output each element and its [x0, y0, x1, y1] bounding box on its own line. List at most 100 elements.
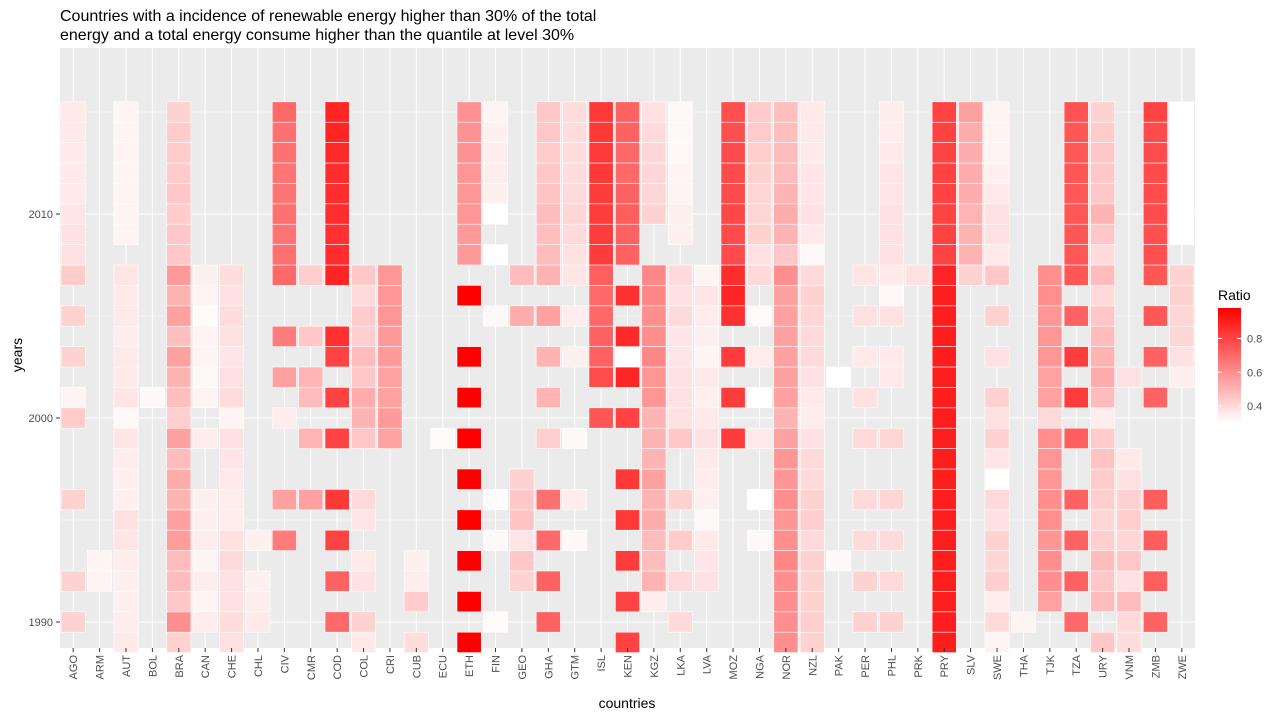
heat-tile — [931, 325, 957, 347]
heat-tile — [747, 183, 772, 205]
heat-tile — [588, 244, 614, 266]
heat-tile — [720, 121, 746, 143]
heat-tile — [667, 305, 693, 327]
heat-tile — [535, 101, 561, 123]
heat-tile — [1090, 101, 1116, 123]
heat-tile — [588, 407, 614, 429]
heat-tile — [931, 489, 957, 511]
heat-tile — [799, 264, 825, 286]
heat-tile — [747, 305, 772, 327]
heat-tile — [773, 223, 799, 245]
legend-tick-label: 0.8 — [1247, 333, 1262, 345]
heat-tile — [271, 142, 297, 164]
heat-tile — [641, 101, 667, 123]
heat-tile — [931, 162, 957, 184]
heat-tile — [667, 183, 693, 205]
heat-tile — [720, 142, 746, 164]
heat-tile — [615, 183, 640, 205]
heat-tile — [351, 346, 376, 368]
heat-tile — [219, 591, 245, 613]
heat-tile — [799, 570, 825, 592]
heat-tile — [799, 407, 825, 429]
heat-tile — [667, 142, 693, 164]
heat-tile — [799, 285, 825, 307]
heat-tile — [694, 346, 720, 368]
heat-tile — [324, 244, 350, 266]
heat-tile — [1063, 121, 1089, 143]
y-axis-title: years — [9, 338, 25, 372]
heat-tile — [694, 448, 720, 470]
heat-tile — [773, 387, 799, 409]
heat-tile — [324, 223, 350, 245]
x-tick-label: ARM — [95, 655, 107, 679]
heat-tile — [667, 387, 693, 409]
heat-tile — [879, 427, 904, 449]
heat-tile — [219, 448, 245, 470]
heat-tile — [324, 183, 350, 205]
heat-tile — [113, 509, 139, 531]
heat-tile — [852, 346, 878, 368]
heat-tile — [166, 101, 192, 123]
heat-tile — [139, 387, 165, 409]
heat-tile — [324, 427, 350, 449]
heat-tile — [1090, 550, 1116, 572]
heat-tile — [799, 468, 825, 490]
heat-tile — [799, 509, 825, 531]
heat-tile — [113, 101, 139, 123]
heat-tile — [456, 550, 482, 572]
heat-tile — [562, 142, 588, 164]
heat-tile — [667, 162, 693, 184]
heat-tile — [1037, 305, 1063, 327]
x-axis: AGO ARM AUT BOL BRA CAN CHE CHL CIV CMR COD COL CRI C… — [68, 648, 1189, 680]
heat-tile — [641, 468, 667, 490]
heat-tile — [694, 550, 720, 572]
heat-tile — [773, 591, 799, 613]
heat-tile — [984, 529, 1010, 551]
heat-tile — [720, 387, 746, 409]
heat-tile — [245, 529, 271, 551]
heat-tile — [747, 427, 772, 449]
heat-tile — [456, 223, 482, 245]
x-tick-label: COD — [332, 655, 344, 680]
heat-tile — [562, 162, 588, 184]
x-tick-label: ZWE — [1177, 655, 1189, 679]
heat-tile — [1063, 387, 1089, 409]
heat-tile — [219, 509, 245, 531]
heat-tile — [588, 264, 614, 286]
heat-tile — [1090, 366, 1116, 388]
heat-tile — [588, 325, 614, 347]
heat-tile — [641, 591, 667, 613]
heat-tile — [562, 427, 588, 449]
heat-tile — [1090, 631, 1116, 653]
heat-tile — [298, 387, 324, 409]
heat-tile — [192, 264, 218, 286]
heat-tile — [113, 223, 139, 245]
heat-tile — [773, 203, 799, 225]
heat-tile — [773, 509, 799, 531]
heat-tile — [60, 407, 86, 429]
heat-tile — [984, 468, 1010, 490]
heat-tile — [773, 285, 799, 307]
heat-tile — [1169, 264, 1195, 286]
heat-tile — [984, 550, 1010, 572]
heat-tile — [984, 305, 1010, 327]
heat-tile — [879, 264, 904, 286]
heat-tile — [324, 529, 350, 551]
heat-tile — [271, 529, 297, 551]
heat-tile — [958, 142, 984, 164]
heat-tile — [1037, 448, 1063, 470]
heat-tile — [694, 529, 720, 551]
heat-tile — [324, 162, 350, 184]
heat-tile — [667, 223, 693, 245]
heat-tile — [694, 570, 720, 592]
heat-tile — [113, 162, 139, 184]
heat-tile — [535, 346, 561, 368]
heat-tile — [641, 325, 667, 347]
heat-tile — [799, 142, 825, 164]
heat-tile — [958, 121, 984, 143]
heat-tile — [60, 203, 86, 225]
heat-tile — [562, 121, 588, 143]
heat-tile — [667, 570, 693, 592]
heat-tile — [166, 285, 192, 307]
heat-tile — [60, 387, 86, 409]
